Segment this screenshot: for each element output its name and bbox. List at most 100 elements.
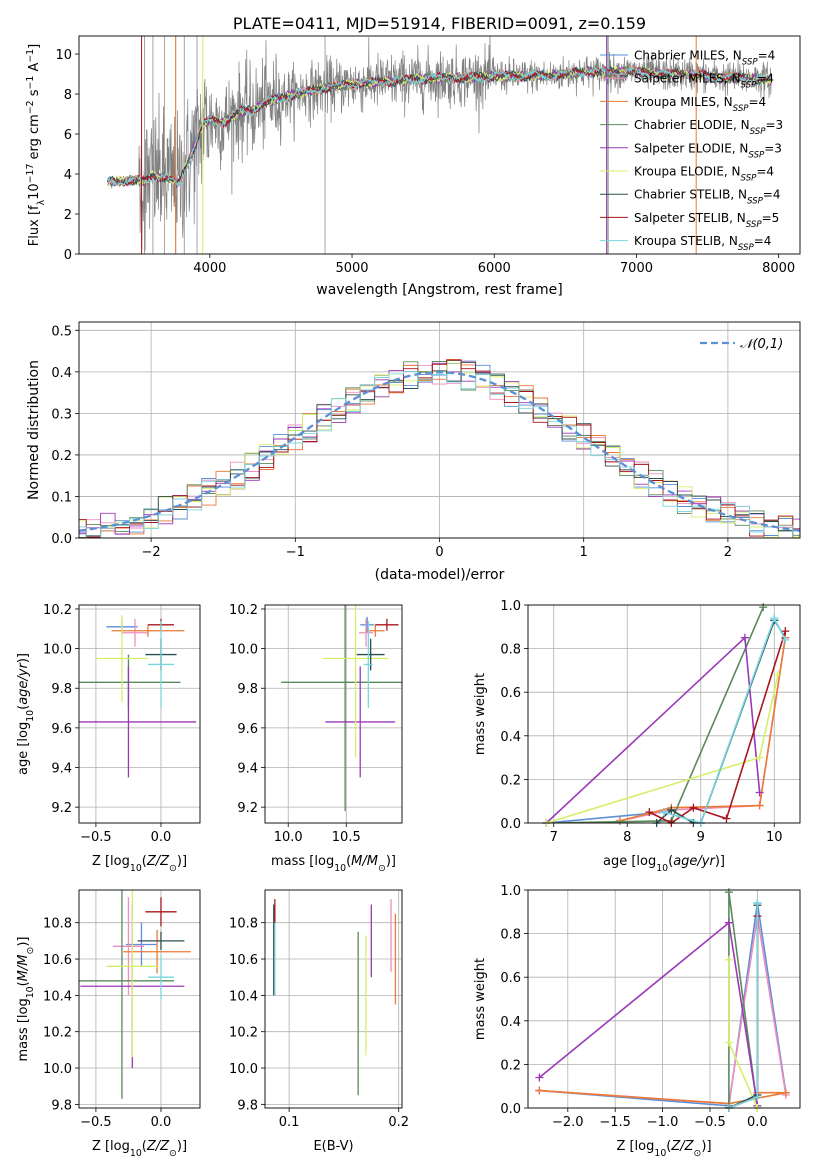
y-axis-label: mass weight	[473, 673, 488, 755]
age-vs-mass-panel: 10.0 10.5 9.2 9.4 9.6 9.8 10.0 10.2 mass [log10(…	[229, 603, 403, 874]
y-tick-label: 9.8	[51, 1098, 72, 1113]
y-tick-label: 10.2	[43, 1026, 72, 1041]
x-axis-label: mass [log10(M/M⊙)]	[271, 854, 396, 874]
weight-marker	[740, 633, 749, 642]
y-tick-label: 8	[64, 88, 72, 103]
histogram-step-line	[79, 361, 800, 538]
y-tick-label: 9.4	[237, 762, 258, 777]
y-tick-label: 9.8	[237, 682, 258, 697]
x-tick-label: 8	[623, 830, 631, 845]
y-axis-label: Normed distribution	[26, 360, 42, 500]
x-tick-label: −2	[142, 545, 161, 560]
axes-frame	[264, 604, 403, 824]
x-tick-label: 7	[550, 830, 558, 845]
weight-marker	[755, 788, 764, 797]
mass-vs-Z-panel: −0.5 0.0 9.8 10.0 10.2 10.4 10.6 10.8 Z [log10(Z…	[16, 889, 201, 1159]
x-tick-label: 9	[697, 830, 705, 845]
y-tick-label: 10.2	[43, 603, 72, 618]
legend-entry: Salpeter ELODIE, NSSP=3	[634, 141, 782, 160]
histogram-step-line	[79, 360, 800, 538]
y-tick-label: 10.8	[43, 917, 72, 932]
weight-series-line	[663, 616, 787, 823]
legend-entry: 𝒩(0,1)	[740, 337, 783, 352]
x-tick-label: 0	[435, 545, 443, 560]
weight-marker	[724, 918, 733, 927]
y-tick-label: 0.0	[51, 532, 72, 547]
weight-series-line	[619, 637, 787, 822]
x-axis-label: wavelength [Angstrom, rest frame]	[316, 282, 562, 298]
y-tick-label: 10.0	[229, 643, 258, 658]
weight-marker	[770, 614, 779, 623]
y-tick-label: 9.2	[237, 801, 258, 816]
y-tick-label: 2	[64, 208, 72, 223]
weight-marker	[759, 603, 768, 612]
x-tick-label: 0.0	[151, 830, 172, 845]
x-tick-label: −1.0	[647, 1115, 679, 1130]
y-tick-label: 4	[64, 168, 72, 183]
axes-frame	[78, 889, 201, 1109]
x-axis-label: E(B-V)	[313, 1139, 353, 1154]
mass-vs-EBV-panel: 0.1 0.2 9.8 10.0 10.2 10.4 10.6 10.8 E(B-V)	[229, 889, 409, 1154]
y-tick-label: 10.4	[43, 989, 72, 1004]
y-tick-label: 0	[64, 248, 72, 263]
x-tick-label: −0.5	[80, 1115, 112, 1130]
y-tick-label: 10.0	[43, 643, 72, 658]
y-tick-label: 9.4	[51, 762, 72, 777]
legend-entry: Salpeter STELIB, NSSP=5	[634, 211, 779, 230]
y-tick-label: 9.6	[237, 722, 258, 737]
weight-marker	[535, 1073, 544, 1082]
x-tick-label: −0.5	[694, 1115, 726, 1130]
weight-marker	[781, 635, 790, 644]
model-fit-line	[107, 65, 772, 187]
chart-title: PLATE=0411, MJD=51914, FIBERID=0091, z=0…	[233, 14, 646, 33]
weight-series-line	[546, 606, 764, 823]
histogram-step-line	[79, 359, 800, 538]
y-tick-label: 10.6	[229, 953, 258, 968]
axes-frame	[527, 604, 801, 824]
axes-frame	[264, 889, 403, 1109]
y-tick-label: 10.6	[43, 953, 72, 968]
axes-frame	[527, 889, 801, 1109]
spectrum-panel: 4000 5000 6000 7000 8000 0 2 4 6 8 10 PLATE=0411, M…	[25, 14, 801, 298]
x-tick-label: 0.0	[151, 1115, 172, 1130]
y-tick-label: 0.4	[51, 366, 72, 381]
y-tick-label: 6	[64, 128, 72, 143]
weight-marker	[689, 803, 698, 812]
x-tick-label: 7000	[620, 261, 653, 276]
legend-entry: Chabrier ELODIE, NSSP=3	[634, 118, 783, 137]
weight-series-line	[546, 674, 779, 823]
massweight-vs-Z-panel: −2.0 −1.5 −1.0 −0.5 0.0 0.0 0.2 0.4 0.6 0.8 1.0 Z […	[473, 884, 801, 1159]
y-tick-label: 0.0	[500, 817, 521, 832]
weight-marker	[615, 816, 624, 825]
x-tick-label: 8000	[762, 261, 795, 276]
histogram-step-line	[79, 371, 800, 538]
weight-marker	[781, 1088, 790, 1097]
weight-marker	[645, 808, 654, 817]
y-axis-label: Flux [fλ10−17 erg cm−2 s−1 A−1]	[25, 44, 47, 246]
weight-marker	[755, 801, 764, 810]
y-axis-label: age [log10(age/yr)]	[16, 653, 36, 775]
normal-reference-curve	[79, 371, 800, 532]
weight-marker	[724, 955, 733, 964]
weight-marker	[724, 888, 733, 897]
x-axis-label: Z [log10(Z/Z⊙)]	[92, 854, 187, 874]
y-tick-label: 9.2	[51, 801, 72, 816]
y-tick-label: 0.1	[51, 490, 72, 505]
y-tick-label: 10.2	[229, 1026, 258, 1041]
weight-marker	[753, 1093, 762, 1102]
x-axis-label: (data-model)/error	[375, 567, 505, 583]
y-tick-label: 0.2	[51, 449, 72, 464]
weight-marker	[781, 627, 790, 636]
y-tick-label: 0.8	[500, 643, 521, 658]
y-tick-label: 10.0	[229, 1062, 258, 1077]
x-tick-label: 5000	[335, 261, 368, 276]
weight-series-line	[648, 630, 787, 823]
y-tick-label: 0.6	[500, 686, 521, 701]
x-tick-label: 10	[766, 830, 783, 845]
weight-marker	[755, 753, 764, 762]
residuals-panel: −2 −1 0 1 2 0.0 0.1 0.2 0.3 0.4 0.5 (data-model)/er…	[26, 321, 801, 583]
x-tick-label: −0.5	[80, 830, 112, 845]
legend-entry: Kroupa STELIB, NSSP=4	[634, 234, 771, 253]
model-fit-line	[106, 65, 772, 187]
